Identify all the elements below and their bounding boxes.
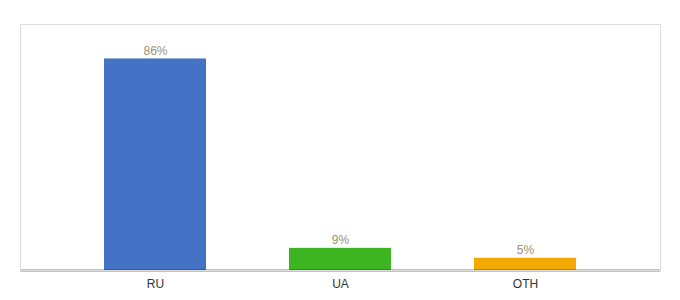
svg-text:86%: 86% [143,44,167,58]
svg-text:RU: RU [147,277,164,291]
svg-text:9%: 9% [332,233,350,247]
svg-text:5%: 5% [517,243,535,257]
svg-text:UA: UA [332,277,349,291]
svg-text:OTH: OTH [513,277,538,291]
